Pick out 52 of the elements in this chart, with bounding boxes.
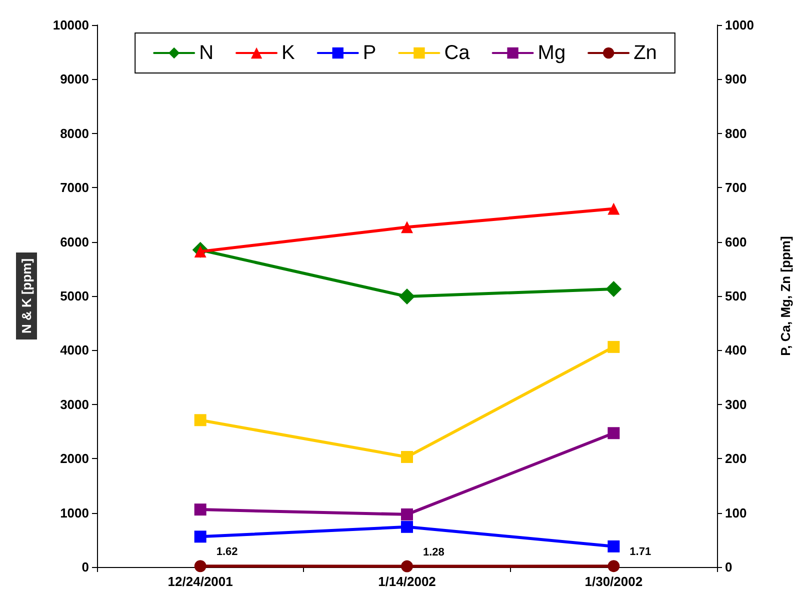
y-tick-label: 1000 — [60, 505, 89, 520]
point — [608, 427, 620, 440]
y-tick-label: 9000 — [60, 72, 89, 87]
legend-label: P — [362, 42, 376, 64]
y-tick-label: 7000 — [60, 180, 89, 196]
y2-axis-title: P, Ca, Mg, Zn [ppm] — [778, 236, 793, 356]
point — [401, 560, 413, 572]
y2-tick-label: 0 — [725, 560, 732, 574]
x-tick-label: 1/14/2002 — [378, 574, 436, 589]
point — [194, 530, 206, 543]
point — [194, 414, 206, 426]
point — [401, 450, 413, 463]
y-tick-label: 6000 — [60, 234, 89, 250]
point — [608, 340, 620, 353]
data-label: 1.28 — [423, 546, 444, 558]
y-tick-label: 0 — [82, 560, 89, 574]
point — [194, 504, 206, 516]
x-tick-label: 12/24/2001 — [168, 574, 233, 589]
legend-label: Zn — [634, 42, 657, 64]
point — [606, 280, 622, 297]
legend-label: Ca — [444, 42, 471, 64]
x-tick-label: 1/30/2002 — [584, 574, 643, 589]
y2-tick-label: 800 — [725, 126, 747, 141]
y-tick-label: 3000 — [60, 396, 89, 412]
point — [194, 560, 206, 572]
point — [608, 202, 620, 215]
point — [401, 221, 413, 234]
data-label: 1.62 — [216, 546, 238, 558]
point — [608, 560, 620, 572]
y-tick-label: 5000 — [60, 288, 89, 304]
point — [399, 288, 415, 305]
y2-tick-label: 1000 — [725, 18, 754, 32]
y2-tick-label: 900 — [725, 72, 747, 87]
y2-tick-label: 200 — [725, 451, 747, 466]
y2-tick-label: 700 — [725, 180, 747, 196]
y2-tick-label: 400 — [725, 342, 747, 358]
y2-tick-label: 600 — [725, 234, 747, 250]
point — [608, 540, 620, 552]
y-tick-label: 8000 — [60, 126, 89, 141]
y2-tick-label: 100 — [725, 505, 747, 520]
point — [401, 508, 413, 520]
legend-label: N — [199, 42, 214, 64]
y-tick-label: 2000 — [60, 451, 89, 466]
y-tick-label: 4000 — [60, 342, 89, 358]
legend-label: Mg — [538, 42, 566, 64]
legend-label: K — [282, 42, 296, 64]
y2-tick-label: 500 — [725, 288, 747, 304]
point — [401, 520, 413, 533]
y2-tick-label: 300 — [725, 396, 747, 412]
data-label: 1.71 — [630, 546, 652, 558]
y-tick-label: 10000 — [52, 18, 89, 32]
y-axis-title: N & K [ppm] — [19, 258, 34, 334]
